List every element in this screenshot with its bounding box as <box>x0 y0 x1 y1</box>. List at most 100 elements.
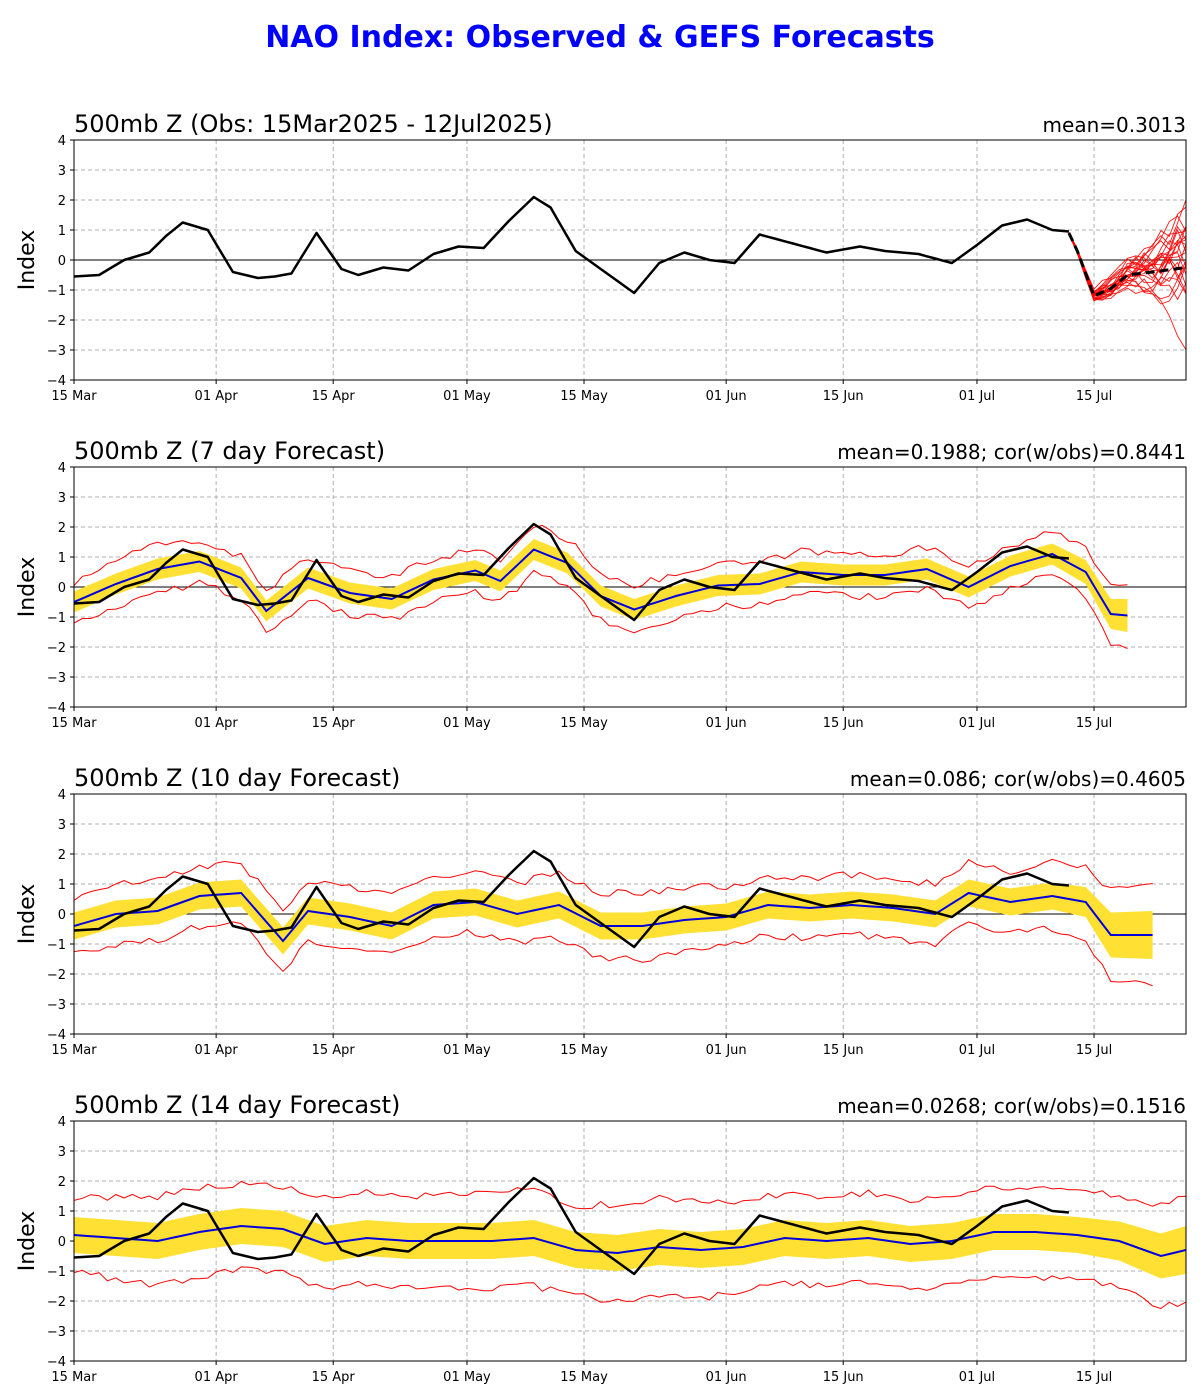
y-tick-label: −1 <box>47 284 66 299</box>
y-tick-label: 1 <box>58 224 66 239</box>
x-tick-label: 15 Jun <box>823 716 864 731</box>
y-tick-label: 0 <box>58 908 66 923</box>
range-lower-line <box>74 1266 1186 1310</box>
y-tick-label: 4 <box>58 134 66 149</box>
x-tick-label: 15 Jul <box>1076 389 1112 404</box>
forecast-mean-line <box>1067 232 1186 299</box>
ensemble-member-line <box>1068 233 1186 351</box>
y-tick-label: −3 <box>47 671 66 686</box>
y-axis-label: Index <box>15 1211 40 1272</box>
x-tick-label: 15 Jul <box>1076 1370 1112 1385</box>
x-tick-label: 15 May <box>560 1043 608 1058</box>
panel-title: 500mb Z (14 day Forecast) <box>74 1091 400 1119</box>
y-tick-label: −4 <box>47 1028 66 1043</box>
x-tick-label: 01 Jun <box>706 389 747 404</box>
panel-4: 500mb Z (14 day Forecast) mean=0.0268; co… <box>15 1091 1187 1385</box>
spread-band <box>74 879 1153 959</box>
x-tick-label: 01 May <box>443 389 491 404</box>
x-tick-label: 15 May <box>560 716 608 731</box>
panel-stat: mean=0.3013 <box>1043 113 1186 137</box>
x-tick-label: 01 Apr <box>195 389 239 404</box>
y-tick-label: −2 <box>47 314 66 329</box>
y-tick-label: −2 <box>47 1295 66 1310</box>
y-tick-label: 2 <box>58 194 66 209</box>
range-upper-line <box>74 1180 1186 1210</box>
x-tick-label: 01 May <box>443 716 491 731</box>
y-tick-label: 0 <box>58 1235 66 1250</box>
x-tick-label: 01 Jul <box>959 389 995 404</box>
x-tick-label: 15 Apr <box>312 1043 356 1058</box>
range-lower-line <box>74 569 1128 650</box>
y-tick-label: 3 <box>58 164 66 179</box>
x-tick-label: 01 Apr <box>195 1043 239 1058</box>
panel-3: 500mb Z (10 day Forecast) mean=0.086; cor… <box>15 764 1187 1058</box>
y-tick-label: −1 <box>47 611 66 626</box>
x-tick-label: 15 Jun <box>823 1043 864 1058</box>
y-tick-label: −1 <box>47 1265 66 1280</box>
range-lower-line <box>74 921 1153 987</box>
spread-band <box>74 1208 1186 1279</box>
x-tick-label: 01 Jul <box>959 1043 995 1058</box>
panel-title: 500mb Z (7 day Forecast) <box>74 437 385 465</box>
observed-line <box>74 195 1070 295</box>
figure-title: NAO Index: Observed & GEFS Forecasts <box>265 20 935 55</box>
x-tick-label: 01 May <box>443 1370 491 1385</box>
panel-title: 500mb Z (Obs: 15Mar2025 - 12Jul2025) <box>74 110 553 138</box>
y-tick-label: −3 <box>47 998 66 1013</box>
x-tick-label: 15 Apr <box>312 389 356 404</box>
y-tick-label: −4 <box>47 701 66 716</box>
range-upper-line <box>74 858 1153 912</box>
plot-area <box>74 849 1153 987</box>
y-tick-label: 3 <box>58 1145 66 1160</box>
x-tick-label: 01 Jun <box>706 1370 747 1385</box>
y-tick-label: 2 <box>58 521 66 536</box>
plot-area <box>74 522 1128 650</box>
x-tick-label: 15 Jun <box>823 1370 864 1385</box>
x-tick-label: 15 Jul <box>1076 716 1112 731</box>
observed-line <box>74 1176 1070 1276</box>
x-tick-label: 01 Jul <box>959 716 995 731</box>
y-tick-label: 4 <box>58 788 66 803</box>
y-tick-label: −3 <box>47 344 66 359</box>
y-tick-label: −2 <box>47 641 66 656</box>
y-tick-label: −1 <box>47 938 66 953</box>
panel-1: 500mb Z (Obs: 15Mar2025 - 12Jul2025) mean… <box>15 110 1187 404</box>
y-tick-label: 2 <box>58 848 66 863</box>
x-tick-label: 15 Jul <box>1076 1043 1112 1058</box>
ensemble-member-line <box>1068 232 1186 298</box>
x-tick-label: 01 May <box>443 1043 491 1058</box>
x-tick-label: 01 Jun <box>706 1043 747 1058</box>
y-tick-label: −3 <box>47 1325 66 1340</box>
y-tick-label: 1 <box>58 1205 66 1220</box>
panel-stat: mean=0.086; cor(w/obs)=0.4605 <box>850 767 1186 791</box>
y-axis-label: Index <box>15 230 40 291</box>
x-tick-label: 01 Jun <box>706 716 747 731</box>
x-tick-label: 15 Mar <box>51 716 97 731</box>
y-tick-label: 0 <box>58 581 66 596</box>
ensemble-member-line <box>1068 228 1186 291</box>
x-tick-label: 15 Apr <box>312 1370 356 1385</box>
panel-title: 500mb Z (10 day Forecast) <box>74 764 400 792</box>
ensemble-mean-line <box>74 891 1153 943</box>
x-tick-label: 15 Mar <box>51 389 97 404</box>
observed-line <box>74 849 1070 949</box>
y-tick-label: 4 <box>58 461 66 476</box>
y-tick-label: −4 <box>47 1355 66 1370</box>
y-tick-label: −2 <box>47 968 66 983</box>
x-tick-label: 01 Jul <box>959 1370 995 1385</box>
y-tick-label: 3 <box>58 491 66 506</box>
plot-area <box>74 195 1186 351</box>
y-tick-label: 1 <box>58 878 66 893</box>
x-tick-label: 15 Mar <box>51 1370 97 1385</box>
ensemble-member-line <box>1068 215 1186 296</box>
ensemble-member-line <box>1068 233 1186 302</box>
y-axis-label: Index <box>15 884 40 945</box>
x-tick-label: 15 Mar <box>51 1043 97 1058</box>
y-tick-label: 0 <box>58 254 66 269</box>
x-tick-label: 15 May <box>560 1370 608 1385</box>
y-tick-label: 1 <box>58 551 66 566</box>
x-tick-label: 15 Jun <box>823 389 864 404</box>
x-tick-label: 15 May <box>560 389 608 404</box>
range-upper-line <box>74 524 1128 592</box>
observed-line <box>74 522 1070 622</box>
